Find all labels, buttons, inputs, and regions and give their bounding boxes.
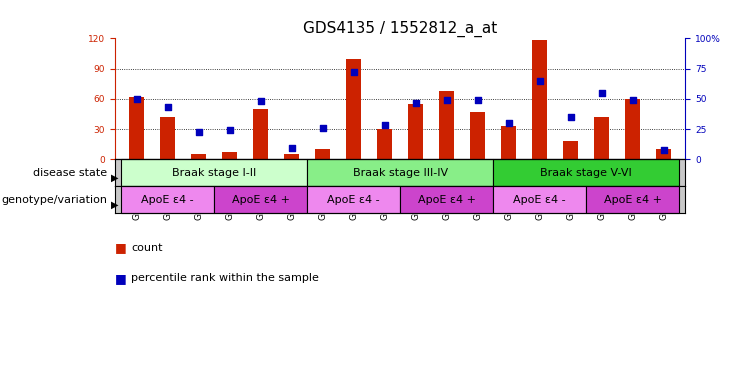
Bar [586,186,679,213]
Text: percentile rank within the sample: percentile rank within the sample [131,273,319,283]
Point [286,146,298,152]
Point [441,97,453,103]
Bar [129,97,144,159]
Bar [563,141,579,159]
Point [379,122,391,129]
Text: Braak stage III-IV: Braak stage III-IV [353,168,448,178]
Point [255,98,267,104]
Bar [494,159,679,186]
Bar [346,59,362,159]
Bar [532,40,548,159]
Text: ■: ■ [115,241,127,254]
Text: ApoE ε4 +: ApoE ε4 + [418,195,476,205]
Text: ApoE ε4 -: ApoE ε4 - [328,195,380,205]
Text: ▶: ▶ [111,199,119,209]
Bar [625,99,640,159]
Point [502,120,514,126]
Bar [121,159,307,186]
Point [348,69,359,75]
Text: disease state: disease state [33,168,107,178]
Text: ApoE ε4 +: ApoE ε4 + [604,195,662,205]
Point [534,78,545,84]
Bar [400,186,494,213]
Text: ApoE ε4 -: ApoE ε4 - [142,195,194,205]
Bar [121,186,214,213]
Bar [214,186,307,213]
Point [193,129,205,135]
Text: ApoE ε4 +: ApoE ε4 + [232,195,290,205]
Text: ApoE ε4 -: ApoE ε4 - [514,195,566,205]
Bar [494,186,586,213]
Point [627,97,639,103]
Text: genotype/variation: genotype/variation [1,195,107,205]
Point [565,114,576,120]
Bar [222,152,237,159]
Text: Braak stage V-VI: Braak stage V-VI [540,168,632,178]
Title: GDS4135 / 1552812_a_at: GDS4135 / 1552812_a_at [303,21,497,37]
Point [596,90,608,96]
Bar [439,91,454,159]
Point [658,147,670,153]
Bar [501,126,516,159]
Text: ■: ■ [115,272,127,285]
Bar [656,149,671,159]
Point [472,97,484,103]
Bar [315,149,330,159]
Text: ▶: ▶ [111,172,119,182]
Bar [191,154,206,159]
Bar [160,117,176,159]
Bar [594,117,609,159]
Text: Braak stage I-II: Braak stage I-II [172,168,256,178]
Bar [307,159,494,186]
Point [316,125,328,131]
Bar [253,109,268,159]
Bar [470,112,485,159]
Bar [408,104,423,159]
Point [130,96,142,102]
Point [410,99,422,106]
Bar [377,129,393,159]
Bar [307,186,400,213]
Point [162,104,173,111]
Text: count: count [131,243,163,253]
Bar [284,154,299,159]
Point [224,127,236,133]
